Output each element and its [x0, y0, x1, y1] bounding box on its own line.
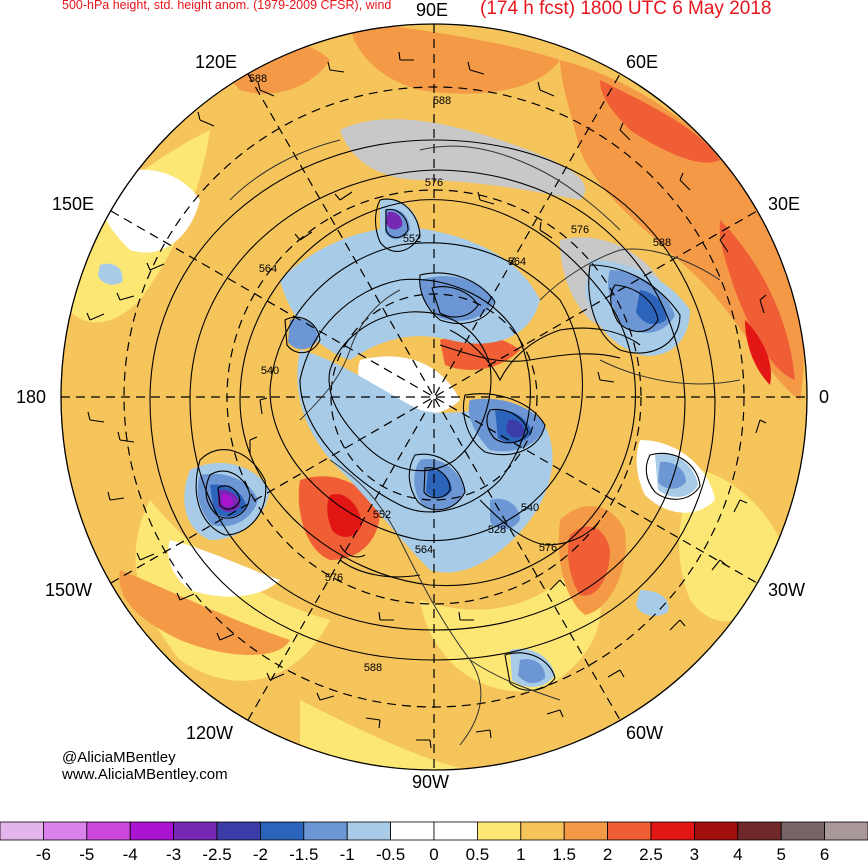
credit-website: www.AliciaMBentley.com	[62, 766, 228, 783]
lon-label-0: 0	[819, 387, 830, 407]
lon-label-120w: 120W	[186, 723, 234, 743]
colorbar-tick-label: 3	[689, 845, 700, 864]
colorbar-swatch	[86, 821, 131, 841]
colorbar-tick-label: 4	[733, 845, 743, 864]
colorbar-swatch	[43, 821, 88, 841]
contour-labels: 588 588 588 576 576 552 564 564 540 552 …	[249, 73, 671, 674]
colorbar-swatch	[216, 821, 261, 841]
colorbar-tick-label: 2	[602, 845, 613, 864]
colorbar-swatch	[259, 821, 305, 841]
colorbar-swatch	[303, 821, 348, 841]
wind-barbs	[86, 51, 767, 749]
colorbar-swatch	[824, 821, 868, 841]
colorbar-swatch	[433, 821, 478, 841]
contour-label: 564	[508, 256, 526, 268]
colorbar-swatch	[346, 821, 392, 841]
lon-label-30w: 30W	[768, 580, 806, 600]
colorbar-swatch	[476, 821, 522, 841]
colorbar-tick-label: -0.5	[375, 845, 406, 864]
colorbar-swatch	[650, 821, 695, 841]
lon-label-150w: 150W	[45, 580, 93, 600]
colorbar-tick-label: -4	[122, 845, 138, 864]
forecast-time-title: (174 h fcst) 1800 UTC 6 May 2018	[480, 0, 772, 19]
colorbar-tick-label: 2.5	[639, 845, 663, 864]
contour-label: 588	[249, 73, 267, 85]
contour-label: 552	[373, 509, 391, 521]
colorbar-swatch	[780, 821, 826, 841]
colorbar-swatch	[173, 821, 218, 841]
height-contours	[149, 139, 716, 691]
contour-label: 552	[403, 233, 421, 245]
colorbar-tick-label: -1.5	[289, 845, 319, 864]
colorbar-tick-label: 5	[776, 845, 786, 864]
contour-label: 576	[325, 572, 343, 584]
colorbar-swatch	[390, 821, 435, 841]
colorbar-tick-label: 0.5	[465, 845, 490, 864]
colorbar-swatch	[694, 821, 739, 841]
colorbar-swatch	[737, 821, 782, 841]
colorbar-tick-label: -1	[339, 845, 355, 864]
contour-label: 576	[539, 542, 557, 554]
credit-handle: @AliciaMBentley	[62, 749, 176, 766]
lon-label-120e: 120E	[195, 52, 238, 72]
colorbar-tick-label: 1	[516, 845, 526, 864]
colorbar-tick-label: -5	[79, 845, 95, 864]
colorbar-tick-label: -3	[166, 845, 182, 864]
contour-label: 576	[571, 224, 589, 236]
lon-label-180: 180	[16, 387, 47, 407]
contour-label: 528	[488, 524, 506, 536]
map-title: 500-hPa height, std. height anom. (1979-…	[62, 0, 392, 12]
colorbar-swatch	[607, 821, 652, 841]
lon-label-60e: 60E	[626, 52, 659, 72]
contour-label: 576	[425, 177, 443, 189]
colorbar-swatch	[129, 821, 174, 841]
colorbar-swatch	[563, 821, 609, 841]
lon-label-30e: 30E	[768, 194, 801, 214]
contour-label: 564	[415, 544, 433, 556]
colorbar-tick-label: 0	[429, 845, 439, 864]
lon-label-90w: 90W	[412, 772, 450, 792]
colorbar-swatch	[520, 821, 565, 841]
contour-label: 588	[364, 662, 382, 674]
lon-label-90e: 90E	[416, 0, 449, 20]
contour-label: 588	[653, 237, 671, 249]
map-border	[60, 23, 808, 771]
colorbar-tick-label: -6	[35, 845, 51, 864]
colorbar	[0, 821, 868, 841]
contour-label: 540	[261, 365, 279, 377]
colorbar-tick-label: -2.5	[202, 845, 232, 864]
colorbar-swatch	[0, 821, 44, 841]
contour-label: 588	[433, 95, 451, 107]
colorbar-tick-label: 1.5	[552, 845, 577, 864]
graticule	[61, 24, 807, 770]
colorbar-tick-label: -2	[252, 845, 268, 864]
colorbar-tick-label: 6	[819, 845, 830, 864]
contour-label: 540	[521, 502, 539, 514]
lon-label-150e: 150E	[52, 194, 95, 214]
coastlines	[229, 139, 741, 746]
contour-label: 564	[259, 263, 277, 275]
lon-label-60w: 60W	[626, 723, 664, 743]
